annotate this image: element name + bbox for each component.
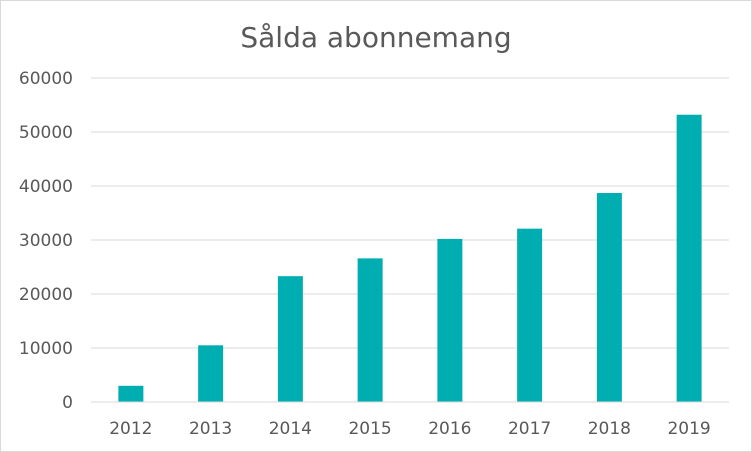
bar — [277, 276, 303, 402]
x-tick-label: 2013 — [189, 419, 232, 439]
x-tick-label: 2015 — [348, 419, 391, 439]
y-tick-label: 10000 — [19, 339, 73, 359]
bar — [357, 258, 383, 402]
x-axis-ticks: 2012 2013 2014 2015 2016 2017 2018 2019 — [109, 419, 711, 439]
x-tick-label: 2012 — [109, 419, 152, 439]
bar — [676, 114, 702, 402]
bar — [596, 193, 622, 402]
x-tick-label: 2018 — [588, 419, 631, 439]
bar — [517, 228, 543, 402]
bar — [198, 345, 224, 402]
y-tick-label: 20000 — [19, 285, 73, 305]
y-axis-ticks: 0 10000 20000 30000 40000 50000 60000 — [19, 69, 73, 413]
bars — [118, 114, 702, 402]
y-tick-label: 0 — [62, 393, 73, 413]
x-tick-label: 2017 — [508, 419, 551, 439]
gridlines — [91, 77, 729, 349]
y-tick-label: 60000 — [19, 69, 73, 89]
x-tick-label: 2019 — [667, 419, 710, 439]
y-tick-label: 30000 — [19, 231, 73, 251]
bar — [437, 238, 463, 402]
y-tick-label: 40000 — [19, 177, 73, 197]
chart-title: Sålda abonnemang — [240, 21, 511, 54]
x-tick-label: 2016 — [428, 419, 471, 439]
bar — [118, 385, 144, 402]
y-tick-label: 50000 — [19, 123, 73, 143]
x-tick-label: 2014 — [269, 419, 312, 439]
